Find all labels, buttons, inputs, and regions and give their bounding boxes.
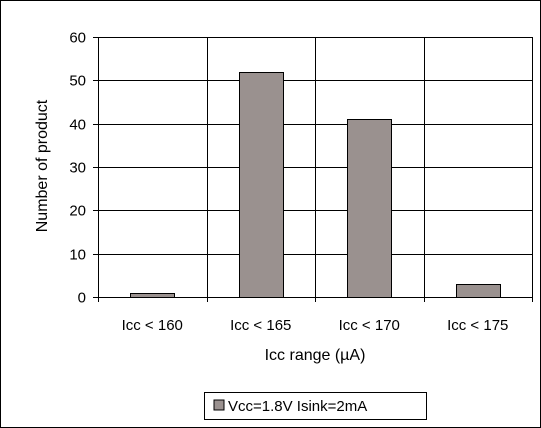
- axes: [93, 37, 533, 302]
- bars: [130, 72, 501, 298]
- y-tick-label: 50: [69, 73, 86, 90]
- legend: Vcc=1.8V Isink=2mA: [204, 392, 427, 420]
- bar: [456, 284, 501, 298]
- y-tick-label: 30: [69, 160, 86, 177]
- legend-box: [204, 392, 427, 420]
- bar: [347, 119, 392, 298]
- y-axis-label: Number of product: [34, 99, 51, 232]
- x-tick-labels: Icc < 160 Icc < 165 Icc < 170 Icc < 175: [122, 317, 509, 334]
- x-axis-label: Icc range (µA): [265, 347, 366, 364]
- legend-label: Vcc=1.8V Isink=2mA: [228, 398, 367, 415]
- y-tick-label: 20: [69, 203, 86, 220]
- y-tick-label: 0: [78, 290, 86, 307]
- y-tick-label: 60: [69, 30, 86, 47]
- y-tick-label: 10: [69, 247, 86, 264]
- y-tick-labels: 0 10 20 30 40 50 60: [69, 30, 86, 307]
- y-tick-label: 40: [69, 117, 86, 134]
- x-tick-label: Icc < 170: [339, 317, 400, 334]
- bar: [239, 72, 284, 298]
- bar: [130, 293, 175, 298]
- x-tick-label: Icc < 175: [447, 317, 508, 334]
- grid-lines: [98, 37, 533, 297]
- x-tick-label: Icc < 165: [230, 317, 291, 334]
- legend-swatch: [213, 399, 225, 411]
- x-tick-label: Icc < 160: [122, 317, 183, 334]
